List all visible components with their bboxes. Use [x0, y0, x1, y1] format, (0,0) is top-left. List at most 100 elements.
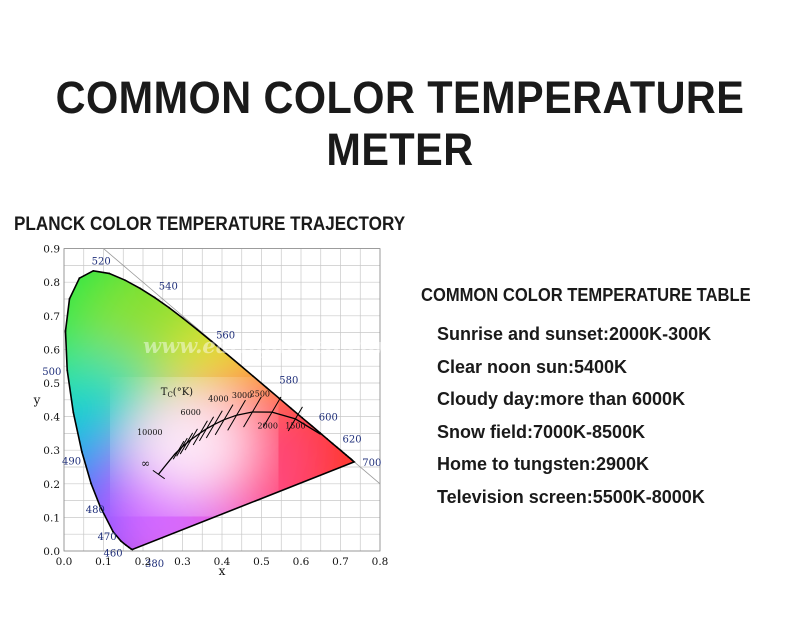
locus-tick	[99, 505, 101, 508]
wavelength-label: 380	[145, 559, 164, 570]
locus-tick	[182, 317, 185, 320]
locus-tick	[347, 455, 349, 458]
table-row: Sunrise and sunset:2000K-300K	[437, 324, 712, 344]
isotemperature-line	[172, 440, 185, 460]
wavelength-label: 480	[86, 505, 105, 516]
wavelength-label: 540	[159, 282, 178, 293]
temperature-label: 2500	[250, 389, 270, 398]
diagram-title: PLANCK COLOR TEMPERATURE TRAJECTORY	[14, 214, 406, 235]
locus-tick	[139, 287, 142, 290]
wavelength-label: 490	[62, 456, 81, 467]
temperature-label: 3000	[232, 391, 252, 400]
temperature-label: 6000	[181, 408, 201, 417]
x-tick-label: 0.7	[332, 556, 349, 568]
table-row: Clear noon sun:5400K	[437, 356, 628, 377]
wavelength-label: 600	[319, 413, 338, 424]
x-tick-label: 0.0	[56, 556, 73, 568]
planckian-locus	[157, 411, 322, 475]
locus-tick	[210, 340, 213, 343]
isotemperature-line	[198, 416, 215, 442]
table-row: Television screen:5500K-8000K	[437, 486, 705, 507]
temperature-label: 1500	[285, 421, 305, 430]
table-row: Home to tungsten:2900K	[437, 454, 650, 474]
locus-tick	[72, 411, 75, 414]
locus-tick	[68, 298, 71, 300]
x-tick-label: 0.5	[253, 556, 270, 568]
locus-tick	[78, 277, 81, 280]
wavelength-label: 520	[92, 256, 111, 267]
y-tick-label: 0.0	[43, 546, 60, 558]
temperature-label: ∞	[141, 457, 150, 470]
x-tick-label: 0.4	[214, 556, 231, 568]
isotemperature-line	[262, 396, 282, 428]
y-tick-label: 0.3	[43, 445, 60, 457]
x-tick-label: 0.8	[372, 556, 389, 568]
x-tick-label: 0.6	[293, 556, 310, 568]
locus-tick	[265, 386, 268, 389]
cie-chromaticity-diagram: 0.0 0.1 0.2 0.3 0.4 0.5 0.6 0.7 0.8 0.0 0.1 0.2 0.3 0…	[33, 244, 398, 578]
locus-tick	[124, 544, 127, 546]
locus-tick	[326, 437, 328, 440]
wavelength-label: 620	[342, 434, 361, 445]
watermark: www.earlight-led.com	[143, 333, 397, 358]
y-tick-label: 0.5	[43, 378, 60, 390]
wavelength-label: 560	[216, 330, 235, 341]
white-point-glow	[124, 388, 265, 505]
tc-label: TC(°K)	[161, 387, 193, 399]
locus-tick	[351, 459, 354, 462]
infinity-tick	[152, 469, 166, 480]
wavelength-label: 470	[98, 532, 117, 543]
wavelength-label: 460	[104, 549, 123, 560]
locus-tick	[310, 424, 313, 427]
page-title: COMMON COLOR TEMPERATURE METER	[55, 72, 745, 175]
table-row: Snow field:7000K-8500K	[437, 421, 646, 442]
isotemperature-line	[179, 432, 194, 455]
locus-tick	[339, 449, 342, 452]
x-axis-label: x	[219, 564, 226, 578]
y-tick-label: 0.9	[43, 244, 60, 256]
locus-tick	[66, 369, 69, 371]
y-tick-label: 0.1	[43, 512, 60, 524]
isotemperature-line	[176, 437, 188, 457]
isotemperature-line	[205, 410, 223, 439]
wavelength-label: 500	[42, 367, 61, 378]
y-axis-label: y	[33, 393, 41, 407]
y-tick-label: 0.4	[43, 412, 60, 424]
locus-tick	[119, 540, 122, 542]
temperature-label: 4000	[208, 394, 228, 403]
locus-tick	[331, 442, 334, 445]
y-tick-label: 0.2	[43, 479, 60, 491]
y-tick-label: 0.7	[43, 311, 60, 323]
locus-tick	[124, 279, 127, 282]
locus-tick	[290, 407, 293, 410]
wavelength-label: 700	[362, 458, 381, 469]
locus-tick	[238, 363, 241, 366]
locus-tick	[64, 330, 67, 332]
locus-tick	[342, 451, 345, 454]
locus-tick	[81, 450, 83, 453]
temperature-label: 10000	[137, 428, 162, 437]
locus-tick	[129, 547, 132, 550]
temperature-table: Sunrise and sunset:2000K-300K Clear noon…	[437, 318, 711, 513]
x-tick-label: 0.2	[135, 556, 152, 568]
locus-tick	[345, 454, 347, 456]
y-tick-label: 0.6	[43, 344, 60, 356]
isotemperature-line	[192, 420, 208, 446]
locus-tick	[224, 351, 227, 354]
isotemperature-line	[227, 399, 246, 431]
locus-tick	[153, 296, 156, 299]
x-tick-label: 0.1	[95, 556, 112, 568]
locus-tick	[336, 446, 339, 449]
table-title: COMMON COLOR TEMPERATURE TABLE	[421, 285, 751, 305]
locus-tick	[168, 306, 170, 309]
locus-tick	[112, 530, 114, 533]
temperature-label: 2000	[258, 421, 278, 430]
locus-tick	[90, 482, 93, 485]
x-tick-label: 0.3	[174, 556, 191, 568]
isotemperature-line	[243, 396, 262, 428]
locus-tick	[348, 457, 351, 459]
locus-tick	[252, 375, 255, 378]
isotemperature-line	[214, 404, 234, 436]
locus-tick	[128, 546, 130, 549]
wavelength-label: 580	[279, 376, 298, 387]
